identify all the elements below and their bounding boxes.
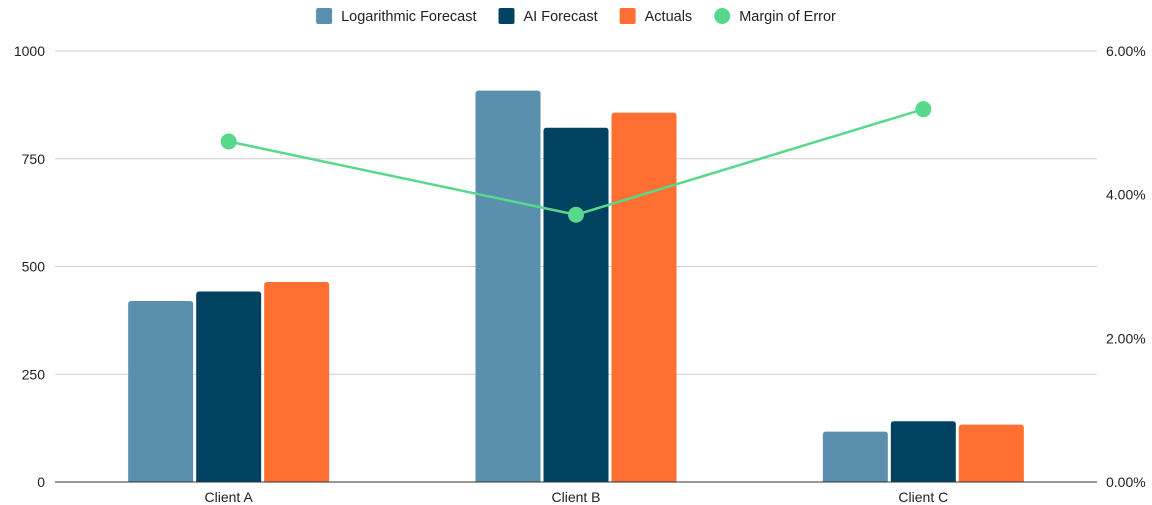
y-tick-label-left: 750 [22,151,46,167]
bar-ai-forecast-client-a [196,291,262,482]
legend-label: Margin of Error [739,9,836,25]
y-tick-label-right: 2.00% [1106,330,1146,346]
y-tick-label-right: 0.00% [1106,474,1146,490]
legend-swatch [498,8,515,24]
legend-item-logarithmic-forecast: Logarithmic Forecast [316,8,476,25]
bar-logarithmic-forecast-client-b [475,90,541,482]
legend-label: Actuals [645,9,693,25]
legend: Logarithmic Forecast AI Forecast Actuals Ma… [316,8,836,25]
point-margin-of-error-client-c [915,101,932,118]
bars-group [128,90,1024,483]
bar-logarithmic-forecast-client-a [128,300,194,482]
y-tick-label-left: 0 [37,474,45,490]
y-tick-label-right: 4.00% [1106,187,1146,203]
point-margin-of-error-client-a [220,133,237,150]
legend-swatch [619,8,636,24]
bar-actuals-client-b [611,112,677,483]
bar-actuals-client-c [958,424,1024,482]
y-tick-label-left: 250 [22,366,46,382]
legend-swatch [714,8,731,24]
bar-ai-forecast-client-c [890,421,956,482]
x-category-label: Client A [205,489,254,505]
legend-item-actuals: Actuals [619,8,693,25]
legend-label: Logarithmic Forecast [341,9,476,25]
y-tick-label-left: 500 [22,259,46,275]
legend-swatch [316,8,333,24]
bar-ai-forecast-client-b [543,127,609,482]
bar-logarithmic-forecast-client-c [822,431,888,482]
legend-item-margin-of-error: Margin of Error [714,8,836,25]
axes: 0 250 500 750 1000 0.00% 2.00% 4.00% 6.00% Client… [14,43,1146,505]
y-tick-label-left: 1000 [14,43,45,59]
point-margin-of-error-client-b [568,206,584,223]
legend-item-ai-forecast: AI Forecast [498,8,598,25]
x-category-label: Client C [898,489,948,505]
bar-actuals-client-a [264,282,330,482]
legend-label: AI Forecast [523,9,597,25]
y-tick-label-right: 6.00% [1106,43,1146,59]
x-category-label: Client B [551,489,600,505]
margin-line-group [220,101,932,223]
